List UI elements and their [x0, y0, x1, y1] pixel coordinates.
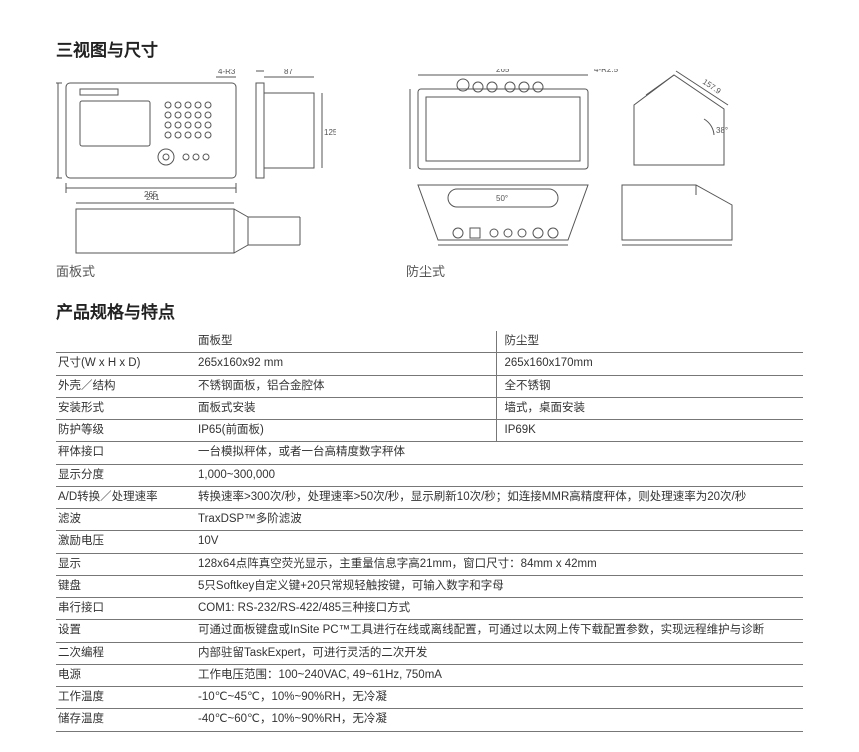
svg-text:265: 265 — [496, 69, 510, 74]
spec-value-full: COM1: RS-232/RS-422/485三种接口方式 — [196, 598, 803, 620]
spec-value-full: TraxDSP™多阶滤波 — [196, 509, 803, 531]
svg-text:87: 87 — [284, 69, 293, 76]
spec-label: 激励电压 — [56, 531, 196, 553]
svg-text:125: 125 — [324, 128, 336, 137]
spec-label: 设置 — [56, 620, 196, 642]
spec-value-dust: 265x160x170mm — [496, 353, 803, 375]
table-row: A/D转换／处理速率转换速率>300次/秒，处理速率>50次/秒，显示刷新10次… — [56, 486, 803, 508]
spec-value-panel: IP65(前面板) — [196, 420, 496, 442]
table-row: 工作温度-10℃~45℃，10%~90%RH，无冷凝 — [56, 687, 803, 709]
spec-value-dust: IP69K — [496, 420, 803, 442]
spec-value-full: 5只Softkey自定义键+20只常规轻触按键，可输入数字和字母 — [196, 575, 803, 597]
spec-value-full: 可通过面板键盘或InSite PC™工具进行在线或离线配置，可通过以太网上传下载… — [196, 620, 803, 642]
table-row: 键盘5只Softkey自定义键+20只常规轻触按键，可输入数字和字母 — [56, 575, 803, 597]
diagrams-row: 265 160 4-R3 87 4 — [56, 69, 803, 280]
table-row: 尺寸(W x H x D)265x160x92 mm265x160x170mm — [56, 353, 803, 375]
spec-header-panel: 面板型 — [196, 331, 496, 353]
table-row: 储存温度-40℃~60℃，10%~90%RH，无冷凝 — [56, 709, 803, 731]
spec-value-full: -10℃~45℃，10%~90%RH，无冷凝 — [196, 687, 803, 709]
panel-diagram-svg: 265 160 4-R3 87 4 — [56, 69, 336, 259]
spec-value-panel: 不锈钢面板，铝合金腔体 — [196, 375, 496, 397]
table-row: 安装形式面板式安装墙式，桌面安装 — [56, 397, 803, 419]
svg-text:4-R3: 4-R3 — [218, 69, 236, 76]
spec-value-full: -40℃~60℃，10%~90%RH，无冷凝 — [196, 709, 803, 731]
spec-value-full: 内部驻留TaskExpert，可进行灵活的二次开发 — [196, 642, 803, 664]
spec-value-full: 一台模拟秤体，或者一台高精度数字秤体 — [196, 442, 803, 464]
panel-diagram-col: 265 160 4-R3 87 4 — [56, 69, 336, 280]
spec-label: 显示 — [56, 553, 196, 575]
specs-section-title: 产品规格与特点 — [56, 298, 803, 323]
spec-label: 安装形式 — [56, 397, 196, 419]
spec-label: A/D转换／处理速率 — [56, 486, 196, 508]
table-row: 防护等级IP65(前面板)IP69K — [56, 420, 803, 442]
dust-diagram-svg: 265 4-R2.5 160 38° 157.9 — [406, 69, 746, 259]
spec-value-full: 工作电压范围：100~240VAC, 49~61Hz, 750mA — [196, 664, 803, 686]
spec-value-full: 转换速率>300次/秒，处理速率>50次/秒，显示刷新10次/秒；如连接MMR高… — [196, 486, 803, 508]
spec-label: 键盘 — [56, 575, 196, 597]
spec-label: 滤波 — [56, 509, 196, 531]
spec-header-dust: 防尘型 — [496, 331, 803, 353]
table-row: 串行接口COM1: RS-232/RS-422/485三种接口方式 — [56, 598, 803, 620]
table-row: 二次编程内部驻留TaskExpert，可进行灵活的二次开发 — [56, 642, 803, 664]
spec-value-full: 128x64点阵真空荧光显示，主重量信息字高21mm，窗口尺寸：84mm x 4… — [196, 553, 803, 575]
spec-label: 尺寸(W x H x D) — [56, 353, 196, 375]
dust-diagram-col: 265 4-R2.5 160 38° 157.9 — [406, 69, 746, 280]
spec-label: 工作温度 — [56, 687, 196, 709]
spec-value-dust: 全不锈钢 — [496, 375, 803, 397]
table-row: 外壳／结构不锈钢面板，铝合金腔体全不锈钢 — [56, 375, 803, 397]
spec-table: 面板型防尘型尺寸(W x H x D)265x160x92 mm265x160x… — [56, 331, 803, 732]
spec-label: 显示分度 — [56, 464, 196, 486]
spec-value-dust: 墙式，桌面安装 — [496, 397, 803, 419]
svg-text:4-R2.5: 4-R2.5 — [594, 69, 619, 74]
table-row: 电源工作电压范围：100~240VAC, 49~61Hz, 750mA — [56, 664, 803, 686]
table-row: 设置可通过面板键盘或InSite PC™工具进行在线或离线配置，可通过以太网上传… — [56, 620, 803, 642]
views-section-title: 三视图与尺寸 — [56, 36, 803, 61]
table-row: 显示128x64点阵真空荧光显示，主重量信息字高21mm，窗口尺寸：84mm x… — [56, 553, 803, 575]
spec-label: 储存温度 — [56, 709, 196, 731]
svg-text:50°: 50° — [496, 194, 508, 203]
spec-label: 串行接口 — [56, 598, 196, 620]
table-row: 激励电压10V — [56, 531, 803, 553]
spec-value-full: 1,000~300,000 — [196, 464, 803, 486]
svg-text:241: 241 — [146, 193, 160, 202]
table-row: 秤体接口一台模拟秤体，或者一台高精度数字秤体 — [56, 442, 803, 464]
table-row: 滤波TraxDSP™多阶滤波 — [56, 509, 803, 531]
dust-diagram-label: 防尘式 — [406, 261, 746, 280]
svg-text:4: 4 — [255, 69, 260, 70]
svg-text:157.9: 157.9 — [701, 77, 723, 96]
spec-value-panel: 面板式安装 — [196, 397, 496, 419]
svg-text:38°: 38° — [716, 126, 728, 135]
spec-value-panel: 265x160x92 mm — [196, 353, 496, 375]
spec-label: 秤体接口 — [56, 442, 196, 464]
spec-label: 电源 — [56, 664, 196, 686]
spec-header-blank — [56, 331, 196, 353]
spec-label: 防护等级 — [56, 420, 196, 442]
spec-value-full: 10V — [196, 531, 803, 553]
spec-label: 外壳／结构 — [56, 375, 196, 397]
panel-diagram-label: 面板式 — [56, 261, 336, 280]
table-row: 显示分度1,000~300,000 — [56, 464, 803, 486]
spec-label: 二次编程 — [56, 642, 196, 664]
